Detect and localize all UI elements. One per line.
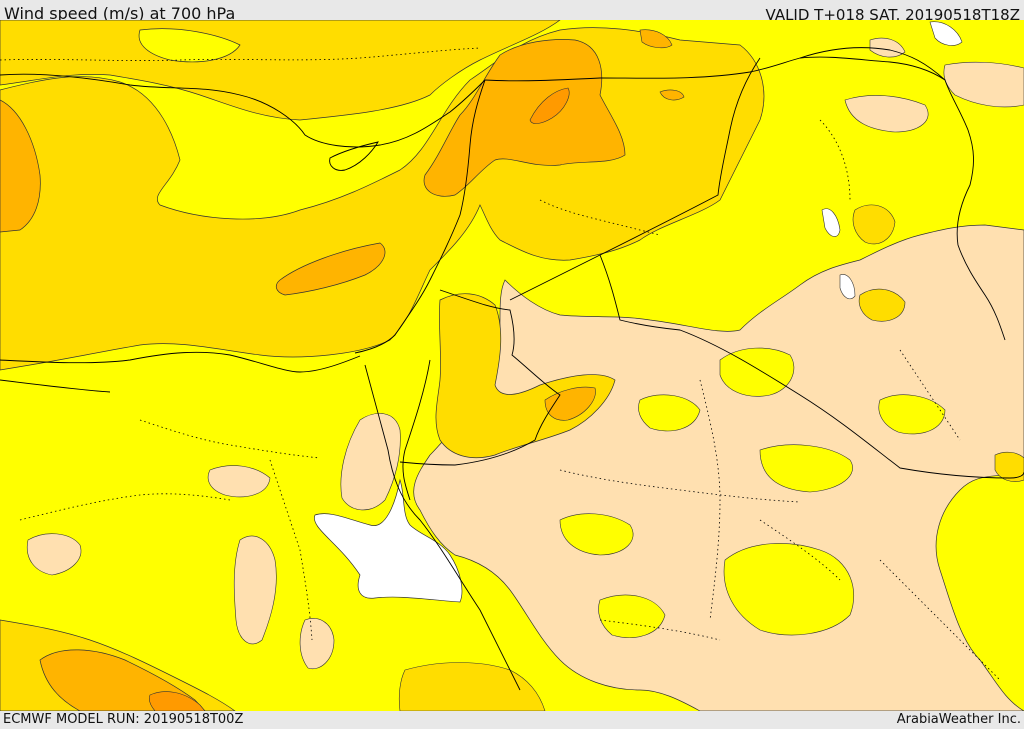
red-sea-white <box>314 478 463 603</box>
med-orange-streak <box>275 242 386 296</box>
iran-beige-1 <box>844 95 929 133</box>
coastline-redsea-east <box>402 359 431 501</box>
small-orange-1 <box>639 29 673 49</box>
arabia-yellow-1 <box>719 347 795 397</box>
turkey-band <box>0 20 561 121</box>
footer-bar <box>0 711 1024 729</box>
coastline-levant <box>354 79 486 354</box>
jordan-orange <box>544 386 596 421</box>
iran-dark-1 <box>852 204 896 245</box>
turkey-inner-yellow <box>138 28 241 63</box>
border-syria-iraq <box>509 57 761 301</box>
arabia-yellow-5 <box>638 394 701 432</box>
border-egypt-libya <box>0 379 111 393</box>
lake-1 <box>821 208 841 237</box>
sinai-beige <box>340 413 401 511</box>
wind-speed-map <box>0 20 1024 711</box>
small-orange-2 <box>659 89 685 101</box>
egypt-beige-4 <box>299 618 335 670</box>
sudan-deep-orange <box>148 691 206 711</box>
south-dark-yellow <box>398 662 546 711</box>
iran-beige-3 <box>869 37 906 58</box>
egypt-beige-1 <box>233 535 277 645</box>
coastline-redsea-west <box>364 364 521 691</box>
levant-deeper <box>529 87 570 124</box>
border-iran-iraq <box>944 79 1006 341</box>
border-north-east <box>799 47 946 81</box>
coastline-egypt <box>0 351 361 373</box>
credit-text: ArabiaWeather Inc. <box>896 712 1021 727</box>
arabia-beige <box>413 224 1024 711</box>
coastline-turkey <box>0 73 486 148</box>
arabia-yellow-2 <box>759 444 853 493</box>
header-bar <box>0 0 1024 20</box>
iran-dark-2 <box>858 288 906 322</box>
border-turkey-syria <box>484 56 946 82</box>
border-iraq-saudi <box>599 254 1024 479</box>
egypt-beige-2 <box>26 533 82 576</box>
gulf-dark-yellow <box>994 451 1024 482</box>
dotted-borders <box>0 47 1001 681</box>
model-run: ECMWF MODEL RUN: 20190518T00Z <box>3 712 244 727</box>
valid-time: VALID T+018 SAT. 20190518T18Z <box>765 6 1020 24</box>
border-jordan <box>399 289 561 466</box>
arabia-yellow-4 <box>559 513 634 556</box>
west-orange <box>0 99 41 233</box>
lake-2 <box>839 274 856 300</box>
egypt-beige-3 <box>207 465 271 498</box>
arabia-yellow-3 <box>723 543 854 636</box>
caspian-white <box>929 21 963 46</box>
coastline-cyprus <box>329 141 379 171</box>
arabia-yellow-6 <box>878 394 946 435</box>
map-title: Wind speed (m/s) at 700 hPa <box>4 4 236 23</box>
